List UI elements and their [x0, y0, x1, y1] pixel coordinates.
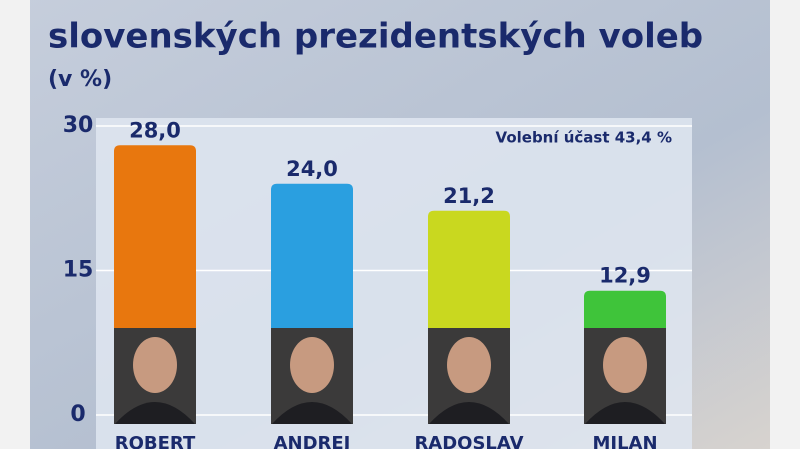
photo-face [133, 337, 177, 393]
y-tick-label: 15 [63, 258, 94, 283]
right-edge [770, 0, 800, 449]
x-tick-label: ANDREJ [274, 433, 351, 449]
chart-subtitle: (v %) [48, 67, 112, 92]
x-tick-label: MILAN [592, 433, 657, 449]
left-edge [0, 0, 30, 449]
value-label: 12,9 [599, 264, 651, 288]
annotation: Volební účast 43,4 % [496, 129, 672, 147]
photo-face [447, 337, 491, 393]
y-tick-label: 0 [70, 402, 85, 427]
photo-shoulders [272, 402, 352, 424]
photo-shoulders [585, 402, 665, 424]
chart-title: slovenských prezidentských voleb [48, 17, 703, 57]
x-tick-label: RADOSLAV [414, 433, 523, 449]
y-tick-label: 30 [63, 113, 94, 138]
photo-shoulders [115, 402, 195, 424]
photo-face [290, 337, 334, 393]
photo-face [603, 337, 647, 393]
x-tick-label: ROBERT [115, 433, 196, 449]
value-label: 24,0 [286, 157, 338, 181]
value-label: 28,0 [129, 118, 181, 142]
photo-shoulders [429, 402, 509, 424]
value-label: 21,2 [443, 184, 495, 208]
